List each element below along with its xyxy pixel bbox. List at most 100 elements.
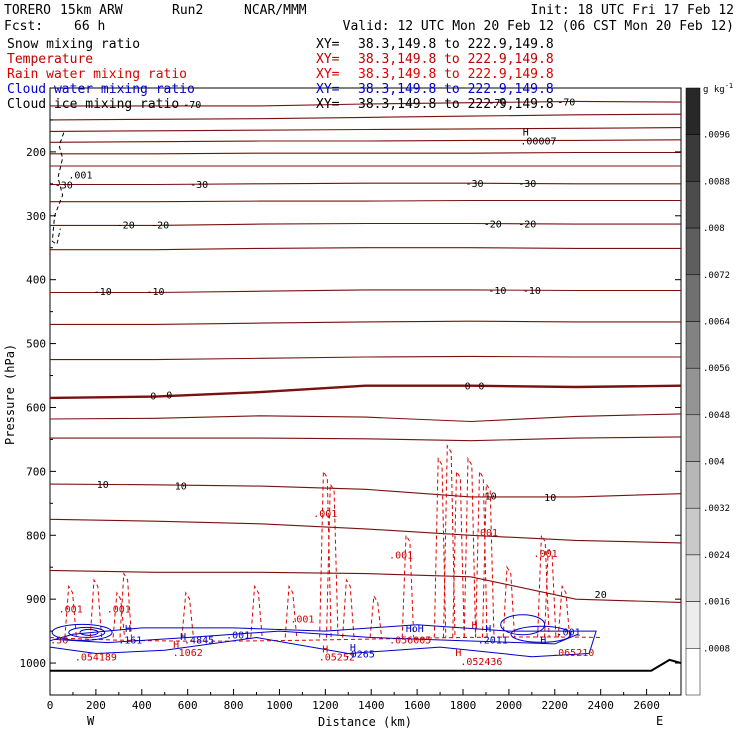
isotherm-line (50, 355, 681, 361)
x-end-label-east: E (656, 714, 663, 728)
cloud-label: .001 (226, 630, 250, 641)
isotherm-label: -20 (518, 220, 536, 231)
isotherm-line (49, 113, 682, 121)
cloud-label: .161 (118, 635, 142, 646)
isotherm-label: -70 (183, 100, 201, 111)
header-fcst-value: 66 h (74, 19, 105, 34)
x-tick-label: 2400 (587, 699, 614, 712)
header-init: Init: 18 UTC Fri 17 Feb 12 (531, 3, 735, 18)
legend-item-xy-prefix: XY= (316, 52, 340, 67)
rain-label: .001 (534, 549, 558, 560)
header-model: TORERO (4, 3, 51, 18)
x-axis-label: Distance (km) (318, 715, 412, 729)
snow-label: .00007 (520, 136, 556, 147)
rain-contour-base (49, 636, 601, 642)
colorbar-unit-base: g kg (703, 85, 725, 95)
colorbar-level-label: .0032 (703, 504, 730, 514)
rain-contour (544, 546, 557, 638)
colorbar-swatch (685, 227, 701, 276)
x-tick-label: 1000 (266, 699, 293, 712)
cloud-label: H (540, 635, 546, 646)
cloud-label: H (350, 643, 356, 654)
isotherm-label: -20 (484, 220, 502, 231)
colorbar-swatch (685, 507, 701, 556)
isotherm-label: 0 (166, 391, 172, 402)
colorbar-unit-exp: -1 (725, 82, 733, 90)
legend-item-xy-value: 38.3,149.8 to 222.9,149.8 (358, 37, 554, 52)
x-tick-label: 2600 (633, 699, 660, 712)
colorbar-swatch (685, 414, 701, 462)
y-tick-label: 700 (26, 465, 46, 478)
isotherm-label: 10 (175, 481, 187, 492)
isotherm-line (50, 222, 681, 226)
colorbar-swatch (685, 274, 701, 322)
colorbar-level-label: .0024 (703, 551, 730, 561)
colorbar-level-label: .0056 (703, 364, 730, 374)
isotherm-label: -30 (518, 179, 536, 190)
rain-contour (326, 482, 339, 638)
isotherm-lines (49, 100, 682, 603)
terrain-surface (50, 658, 682, 672)
colorbar-unit: g kg-1 (703, 82, 733, 95)
rain-contour (502, 565, 516, 638)
rain-label: H (322, 644, 328, 655)
rain-contour (369, 594, 383, 638)
cloud-label: .2011 (478, 635, 508, 646)
rain-contour (250, 584, 263, 638)
colorbar-level-label: .0088 (703, 177, 730, 187)
y-axis-label: Pressure (hPa) (3, 344, 17, 445)
isotherm-label: -20 (117, 221, 135, 232)
rain-contour (112, 591, 126, 638)
cloud-label: H (125, 624, 131, 635)
cloud-label: H (485, 624, 491, 635)
cloud-label: H (180, 632, 186, 643)
legend-item-xy-prefix: XY= (316, 97, 340, 112)
isotherm-line (50, 100, 682, 107)
colorbar-swatch (685, 134, 701, 182)
rain-label: .36 (50, 635, 68, 646)
rain-label: .056005 (389, 635, 431, 646)
colorbar-swatch (685, 321, 701, 369)
cloud-water-cell (68, 626, 106, 638)
isotherm-line (50, 320, 681, 325)
isotherm-line (49, 384, 682, 400)
y-tick-label: 1000 (20, 657, 47, 670)
legend-item-name: Cloud ice mixing ratio (7, 97, 179, 112)
isotherm-label: -30 (55, 181, 73, 192)
rain-contour (89, 578, 103, 638)
rain-contour (119, 571, 132, 638)
rain-label: .001 (474, 528, 498, 539)
x-tick-label: 1600 (404, 699, 431, 712)
y-tick-label: 300 (26, 210, 46, 223)
rain-contour (433, 456, 447, 638)
cloud-label: .0265 (345, 650, 375, 661)
colorbar: .0096 .0088 .008 .0072 .0064 .0056 .0048 .004 .0… (685, 87, 730, 696)
x-end-label-west: W (87, 714, 95, 728)
x-axis: 0 200 400 600 800 1000 1200 1400 1600 1800 2000 220… (47, 689, 671, 712)
isotherm-line (50, 199, 681, 203)
rain-label: .065210 (552, 648, 594, 659)
isotherm-line (50, 247, 681, 251)
colorbar-level-label: .0048 (703, 411, 730, 421)
isotherm-line (50, 289, 681, 294)
colorbar-swatch (685, 601, 701, 649)
colorbar-level-label: .0096 (703, 131, 730, 141)
isotherm-label: -30 (465, 179, 483, 190)
cloud-label: .001 (557, 628, 581, 639)
legend-item-xy-value: 38.3,149.8 to 222.9,149.8 (358, 97, 554, 112)
isotherm-label: 10 (97, 480, 109, 491)
colorbar-swatch (685, 554, 701, 602)
plot-frame (49, 87, 682, 696)
rain-label: H (173, 640, 179, 651)
colorbar-level-label: .0064 (703, 317, 730, 327)
header-fcst-label: Fcst: (4, 19, 43, 34)
legend-item-xy-value: 38.3,149.8 to 222.9,149.8 (358, 82, 554, 97)
colorbar-level-label: .0072 (703, 271, 730, 281)
x-tick-label: 800 (224, 699, 244, 712)
isotherm-label: -10 (523, 286, 541, 297)
rain-label: .001 (313, 509, 337, 520)
colorbar-swatch (685, 648, 701, 696)
isotherm-label: -30 (190, 180, 208, 191)
isotherm-line (49, 483, 682, 498)
